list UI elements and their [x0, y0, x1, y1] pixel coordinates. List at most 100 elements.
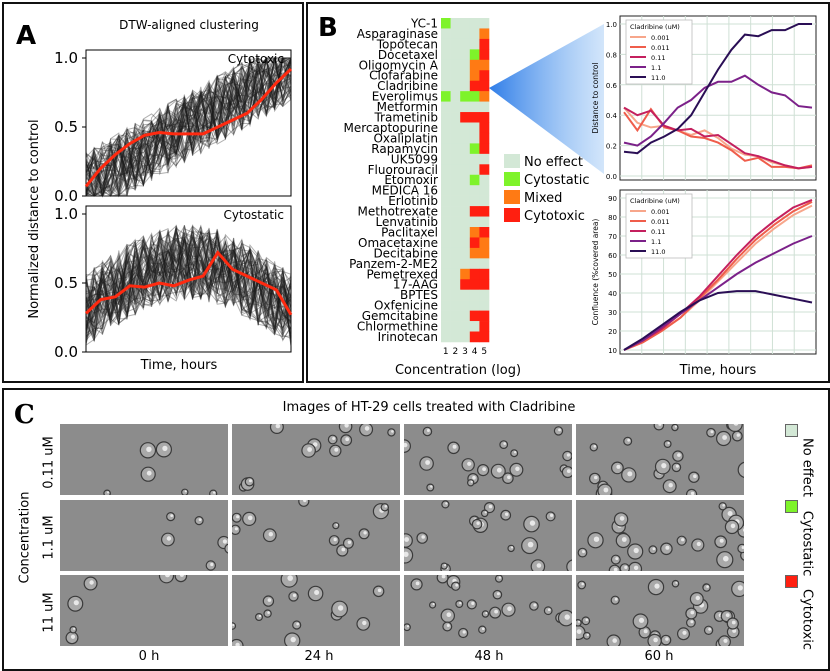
conc-tick-3: 4 [472, 347, 478, 357]
heatmap-cell [479, 18, 490, 29]
heatmap-cell [460, 132, 471, 144]
panel-a-trajectory [85, 230, 292, 346]
panel-a-trajectory [85, 62, 292, 197]
heatmap-cell [469, 101, 480, 113]
chart-bottom-legend-label-4: 11.0 [651, 248, 665, 256]
panel-a-trajectory [85, 68, 292, 197]
heatmap-cell [479, 279, 490, 290]
microscopy-image-r1-c3 [576, 500, 744, 571]
panel-a-trajectory [85, 233, 292, 341]
chart-bottom-xlabel: Time, hours [679, 363, 757, 378]
drug-label-23: Panzem-2-ME2 [349, 257, 438, 271]
panel-a-trajectory [85, 238, 292, 339]
chart-top-ytick: 0.8 [606, 51, 617, 59]
row-label-2: 11 uM [41, 592, 57, 633]
heatmap-cell [441, 49, 451, 61]
panel-a-trajectory [85, 57, 292, 197]
panel-a-trajectory [85, 228, 292, 326]
microscopy-image-r2-c0 [60, 575, 228, 646]
heatmap-cell [441, 331, 451, 343]
heatmap-cell [460, 216, 471, 228]
drug-label-20: Paclitaxel [381, 225, 438, 239]
panel-a-trajectory [85, 227, 292, 333]
zoom-wedge [489, 24, 604, 174]
panel-a-trajectory [85, 240, 292, 336]
heatmap-cell [450, 216, 461, 228]
chart-top-ylabel: Distance to control [591, 62, 600, 133]
heatmap-cell [479, 132, 490, 144]
conc-tick-0: 1 [443, 347, 449, 357]
panel-a-trajectory [85, 56, 292, 197]
chart-bottom-series-2 [623, 198, 813, 351]
panel-a-trajectory [85, 231, 292, 328]
panel-a-trajectory [85, 58, 292, 197]
panel-a-trajectory [85, 57, 292, 197]
heatmap-cell [441, 227, 451, 238]
heatmap-cell [469, 247, 480, 259]
heatmap-cell [450, 331, 461, 343]
heatmap-cell [460, 28, 471, 40]
drug-label-13: UK5099 [391, 152, 438, 166]
heatmap-cell [441, 185, 451, 196]
panel-a-trajectory [85, 224, 292, 315]
heatmap-cell [460, 91, 471, 102]
chart-bottom-series-3 [623, 235, 813, 351]
heatmap-cell [450, 59, 461, 71]
panel-b-letter: B [318, 13, 338, 43]
panel-a-trajectory [85, 229, 292, 339]
panel-a-trajectory [86, 57, 292, 197]
panel-a-trajectory [85, 60, 292, 190]
panel-a-trajectory [85, 68, 292, 198]
panel-a-trajectory [85, 238, 292, 332]
effect-swatch-cytostatic [785, 500, 798, 513]
panel-a-trajectory [85, 243, 292, 340]
panel-a-ylabel: Normalized distance to control [27, 119, 42, 318]
heatmap-cell [450, 153, 461, 165]
heatmap-cell [450, 195, 461, 207]
col-label-0: 0 h [138, 649, 160, 664]
heatmap-cell [460, 112, 471, 123]
heatmap-cell [460, 195, 471, 207]
drug-label-15: Etomoxir [384, 173, 438, 187]
panel-a-trajectory [85, 57, 292, 197]
panel-a-trajectory [85, 79, 292, 190]
panel-a-trajectory [85, 57, 292, 197]
heatmap-cell [450, 310, 461, 322]
panel-a-trajectory [85, 235, 292, 336]
microscopy-image-r0-c3 [576, 424, 744, 495]
heatmap-cell [441, 247, 451, 259]
heatmap-cell [441, 258, 451, 270]
heatmap-cell [460, 59, 471, 71]
panel-a-trajectory [85, 60, 292, 197]
heatmap-cell [450, 321, 461, 332]
panel-a-trajectory [85, 235, 292, 338]
chart-top-legend-label-1: 0.011 [651, 44, 670, 52]
chart-top-legend-label-2: 0.11 [651, 54, 665, 62]
panel-a-trajectory [85, 239, 292, 329]
heatmap-cell [450, 101, 461, 113]
panel-a-trajectory [85, 228, 292, 336]
drug-label-8: Metformin [377, 100, 438, 114]
chart-bottom-ytick: 80 [608, 214, 617, 222]
panel-a-label-0: Cytotoxic [228, 52, 284, 66]
panel-a-trajectory [85, 224, 292, 333]
heatmap-cell [469, 237, 480, 249]
heatmap-cell [469, 132, 480, 144]
heatmap-cell [479, 122, 490, 134]
panel-a-trajectory [85, 56, 292, 190]
drug-label-19: Lenvatinib [375, 215, 438, 229]
chart-bottom-legend-label-3: 1.1 [651, 238, 661, 246]
chart-top-series-3 [623, 74, 813, 147]
panel-a-trajectory [85, 241, 292, 329]
panel-a-trajectory [85, 224, 292, 335]
heatmap-cell [469, 122, 480, 134]
panel-a-trajectory [85, 232, 292, 339]
panel-a-trajectory [85, 56, 292, 180]
heatmap-cell [469, 216, 480, 228]
chart-bottom-ylabel: Confluence (%covered area) [591, 219, 600, 326]
chart-bottom-ytick: 10 [608, 347, 617, 355]
heatmap-cell [479, 70, 490, 81]
heatmap-cell [450, 227, 461, 238]
chart-bottom-legend-box [625, 193, 693, 259]
chart-top-legend-label-4: 11.0 [651, 74, 665, 82]
